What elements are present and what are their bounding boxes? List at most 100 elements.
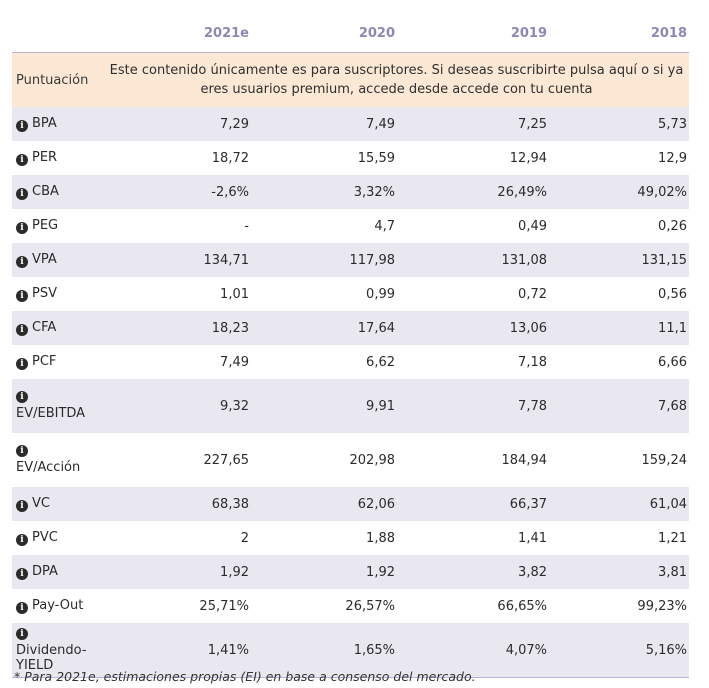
info-icon[interactable]: i xyxy=(16,568,28,580)
row-label-text: PEG xyxy=(32,218,59,233)
row-label-text: Pay-Out xyxy=(32,598,84,613)
info-icon[interactable]: i xyxy=(16,256,28,268)
info-icon[interactable]: i xyxy=(16,188,28,200)
cell-value: 18,72 xyxy=(211,150,249,166)
cell-value: 1,41% xyxy=(104,623,251,678)
cell-value: 7,29 xyxy=(104,107,251,141)
row-label: i PCF xyxy=(12,345,104,379)
cell-value: 7,18 xyxy=(518,354,547,370)
cell-value: 3,81 xyxy=(549,555,689,589)
row-label: i Pay-Out xyxy=(12,589,104,623)
row-label-text: CBA xyxy=(32,184,59,199)
cell-value: 0,26 xyxy=(658,218,687,234)
footnote: * Para 2021e, estimaciones propias (EI) … xyxy=(14,669,476,684)
cell-value: 1,21 xyxy=(658,530,687,546)
row-label: i BPA xyxy=(12,107,104,141)
row-label: i PEG xyxy=(12,209,104,243)
cell-value: 99,23% xyxy=(637,598,687,614)
table-row: i PSV 1,01 0,99 0,72 0,56 xyxy=(12,277,689,311)
info-icon[interactable]: i xyxy=(16,534,28,546)
cell-value: 66,65% xyxy=(497,598,547,614)
cell-value: 184,94 xyxy=(501,452,548,468)
cell-value: 202,98 xyxy=(349,452,396,468)
row-label: i Dividendo- YIELD xyxy=(12,623,104,678)
info-icon[interactable]: i xyxy=(16,500,28,512)
cell-value: 131,15 xyxy=(549,243,689,277)
table-row: i CBA -2,6% 3,32% 26,49% 49,02% xyxy=(12,175,689,209)
cell-value: 12,9 xyxy=(658,150,687,166)
row-label-text: BPA xyxy=(32,116,57,131)
row-label: i VPA xyxy=(12,243,104,277)
cell-value: - xyxy=(244,218,249,234)
header-2021e: 2021e xyxy=(104,14,251,53)
row-label-text: PER xyxy=(32,150,58,165)
cell-value: 2 xyxy=(240,530,249,546)
table-row: i BPA 7,29 7,49 7,25 5,73 xyxy=(12,107,689,141)
subscriber-message[interactable]: Este contenido únicamente es para suscri… xyxy=(104,52,689,107)
cell-value: 0,72 xyxy=(518,286,547,302)
table-row: i DPA 1,92 1,92 3,82 3,81 xyxy=(12,555,689,589)
score-label: Puntuación xyxy=(12,52,104,107)
info-icon[interactable]: i xyxy=(16,445,28,457)
cell-value: 62,06 xyxy=(251,487,397,521)
table-row: i Pay-Out 25,71% 26,57% 66,65% 99,23% xyxy=(12,589,689,623)
cell-value: 3,32% xyxy=(251,175,397,209)
cell-value: 1,65% xyxy=(251,623,397,678)
cell-value: 7,25 xyxy=(397,107,549,141)
row-label: i VC xyxy=(12,487,104,521)
ratios-table: 2021e 2020 2019 2018 Puntuación Este con… xyxy=(12,14,689,678)
table-row: i PVC 2 1,88 1,41 1,21 xyxy=(12,521,689,555)
cell-value: 3,82 xyxy=(397,555,549,589)
row-label-text: CFA xyxy=(32,320,57,335)
info-icon[interactable]: i xyxy=(16,358,28,370)
cell-value: 68,38 xyxy=(104,487,251,521)
cell-value: 4,7 xyxy=(374,218,395,234)
table-row: i Dividendo- YIELD 1,41% 1,65% 4,07% 5,16% xyxy=(12,623,689,678)
info-icon[interactable]: i xyxy=(16,120,28,132)
table-row: i PEG - 4,7 0,49 0,26 xyxy=(12,209,689,243)
row-label: i PSV xyxy=(12,277,104,311)
row-label: i PER xyxy=(12,141,104,175)
table-row: i PER 18,72 15,59 12,94 12,9 xyxy=(12,141,689,175)
cell-value: 9,91 xyxy=(251,379,397,433)
info-icon[interactable]: i xyxy=(16,602,28,614)
info-icon[interactable]: i xyxy=(16,391,28,403)
row-label-text: DPA xyxy=(32,564,58,579)
row-label-text: Dividendo- YIELD xyxy=(16,642,87,673)
cell-value: 134,71 xyxy=(104,243,251,277)
cell-value: 4,07% xyxy=(397,623,549,678)
cell-value: 0,49 xyxy=(518,218,547,234)
row-label: i PVC xyxy=(12,521,104,555)
table-header-row: 2021e 2020 2019 2018 xyxy=(12,14,689,53)
info-icon[interactable]: i xyxy=(16,222,28,234)
row-label-text: PCF xyxy=(32,354,57,369)
header-2018: 2018 xyxy=(549,14,689,53)
info-icon[interactable]: i xyxy=(16,627,28,640)
info-icon[interactable]: i xyxy=(16,290,28,302)
info-icon[interactable]: i xyxy=(16,154,28,166)
info-icon[interactable]: i xyxy=(16,324,28,336)
cell-value: 12,94 xyxy=(509,150,547,166)
table-row: i VPA 134,71 117,98 131,08 131,15 xyxy=(12,243,689,277)
row-label: i CBA xyxy=(12,175,104,209)
row-label-text: VPA xyxy=(32,252,57,267)
cell-value: 1,92 xyxy=(251,555,397,589)
cell-value: 117,98 xyxy=(251,243,397,277)
cell-value: 17,64 xyxy=(251,311,397,345)
cell-value: 1,41 xyxy=(518,530,547,546)
cell-value: 26,57% xyxy=(345,598,395,614)
cell-value: 1,92 xyxy=(104,555,251,589)
cell-value: 26,49% xyxy=(397,175,549,209)
cell-value: 13,06 xyxy=(397,311,549,345)
cell-value: 25,71% xyxy=(199,598,249,614)
row-label-text: PSV xyxy=(32,286,57,301)
cell-value: 1,88 xyxy=(366,530,395,546)
cell-value: 9,32 xyxy=(104,379,251,433)
cell-value: 49,02% xyxy=(549,175,689,209)
cell-value: 5,16% xyxy=(549,623,689,678)
cell-value: 1,01 xyxy=(220,286,249,302)
header-label-col xyxy=(12,14,104,53)
cell-value: 61,04 xyxy=(549,487,689,521)
cell-value: 7,49 xyxy=(251,107,397,141)
row-label-text: VC xyxy=(32,496,50,511)
